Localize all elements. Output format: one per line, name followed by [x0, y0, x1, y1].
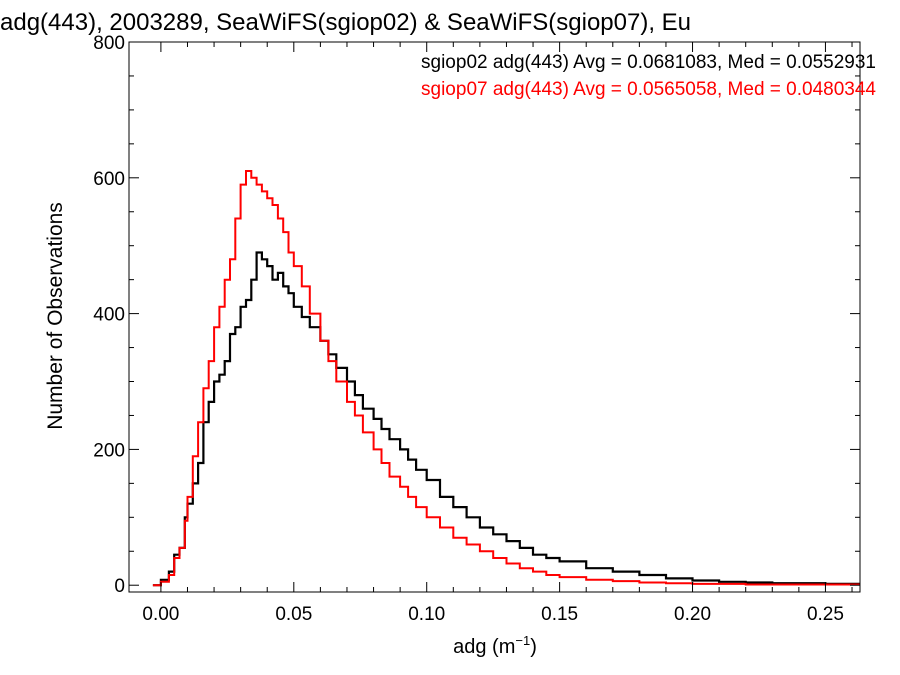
- y-tick-label: 600: [93, 169, 125, 190]
- chart-title: adg(443), 2003289, SeaWiFS(sgiop02) & Se…: [0, 9, 691, 36]
- ticks-layer: 0.00 0.05 0.10 0.15 0.20 0.25 0 200 400 600 800: [93, 33, 860, 625]
- annotation-sgiop02: sgiop02 adg(443) Avg = 0.0681083, Med = …: [421, 52, 876, 73]
- x-tick-label: 0.05: [275, 604, 312, 625]
- plot-frame: [128, 41, 861, 593]
- y-tick-label: 800: [93, 33, 125, 54]
- y-tick-label: 400: [93, 305, 125, 326]
- x-axis-label-exponent: −1: [515, 633, 530, 648]
- x-tick-label: 0.00: [142, 604, 179, 625]
- annotation-sgiop07: sgiop07 adg(443) Avg = 0.0565058, Med = …: [421, 79, 876, 100]
- x-tick-label: 0.15: [541, 604, 578, 625]
- x-tick-label: 0.10: [408, 604, 445, 625]
- x-tick-label: 0.25: [807, 604, 844, 625]
- y-axis-label: Number of Observations: [44, 202, 67, 430]
- x-tick-label: 0.20: [674, 604, 711, 625]
- x-axis-label-main: adg (m: [453, 636, 515, 658]
- series-line-sgiop07: [152, 170, 860, 587]
- x-axis-label-close: ): [530, 636, 537, 658]
- series-layer: [152, 170, 860, 587]
- x-axis-label: adg (m−1): [453, 633, 537, 658]
- y-tick-label: 0: [114, 576, 125, 597]
- y-tick-label: 200: [93, 440, 125, 461]
